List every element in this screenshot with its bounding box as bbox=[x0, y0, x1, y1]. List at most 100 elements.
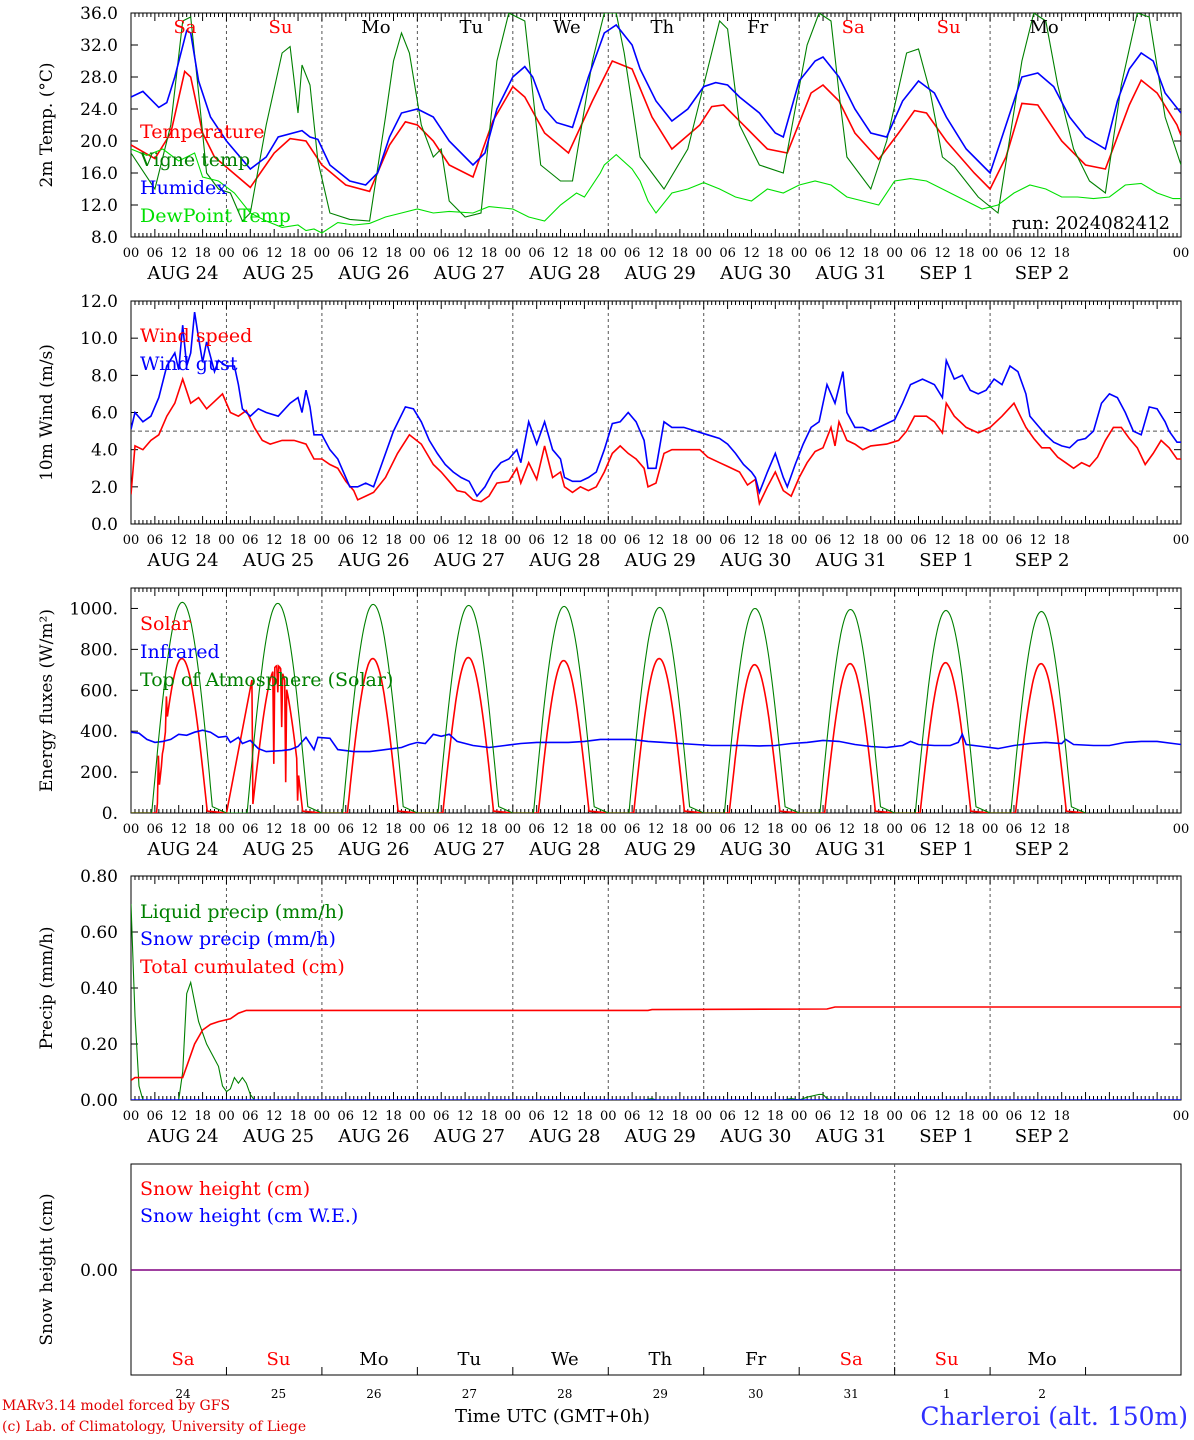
day-number-label: 27 bbox=[462, 1387, 477, 1401]
hour-tick-label: 18 bbox=[576, 1109, 593, 1124]
date-label: AUG 28 bbox=[528, 1126, 600, 1147]
weekday-label: Mo bbox=[1029, 17, 1058, 38]
y-tick-label: 0.80 bbox=[80, 867, 118, 887]
date-label: AUG 25 bbox=[242, 263, 314, 284]
panel-2-frame bbox=[130, 300, 1182, 525]
y-tick-label: 0.40 bbox=[80, 979, 118, 999]
weekday-label: Fr bbox=[747, 17, 768, 38]
hour-tick-label: 12 bbox=[1030, 822, 1047, 837]
y-tick-label: 400. bbox=[80, 722, 118, 742]
day-number-label: 29 bbox=[653, 1387, 668, 1401]
weekday-label: Tu bbox=[458, 1349, 482, 1370]
hour-tick-label: 06 bbox=[147, 533, 164, 548]
y-axis-label: Precip (mm/h) bbox=[37, 926, 57, 1049]
y-tick-label: 0.0 bbox=[91, 515, 118, 535]
hour-tick-label: 00 bbox=[791, 533, 808, 548]
weekday-label: Su bbox=[935, 1349, 959, 1370]
hour-tick-label: 12 bbox=[266, 246, 283, 261]
date-label: AUG 27 bbox=[433, 1126, 505, 1147]
legend-entry: Humidex bbox=[140, 177, 227, 199]
hour-tick-label: 18 bbox=[194, 533, 211, 548]
series-solar bbox=[131, 656, 1086, 813]
hour-tick-label: 18 bbox=[576, 822, 593, 837]
date-label: AUG 29 bbox=[624, 263, 696, 284]
y-tick-label: 28.0 bbox=[80, 68, 118, 88]
hour-tick-label: 18 bbox=[385, 822, 402, 837]
date-label: AUG 30 bbox=[719, 550, 791, 571]
hour-tick-label: 00 bbox=[123, 822, 140, 837]
day-number-label: 1 bbox=[943, 1387, 951, 1401]
hour-tick-label: 12 bbox=[170, 822, 187, 837]
hour-tick-label: 18 bbox=[958, 1109, 975, 1124]
hour-tick-label: 06 bbox=[624, 246, 641, 261]
y-tick-label: 12.0 bbox=[80, 196, 118, 216]
date-label: AUG 26 bbox=[337, 839, 409, 860]
hour-tick-label: 12 bbox=[743, 1109, 760, 1124]
hour-tick-label: 18 bbox=[1053, 533, 1070, 548]
hour-tick-label: 06 bbox=[433, 1109, 450, 1124]
hour-tick-label: 18 bbox=[481, 246, 498, 261]
hour-tick-label: 06 bbox=[815, 1109, 832, 1124]
hour-tick-label: 18 bbox=[194, 246, 211, 261]
y-axis-label: 10m Wind (m/s) bbox=[37, 344, 57, 481]
weekday-label: Sa bbox=[842, 17, 865, 38]
hour-tick-label: 12 bbox=[934, 246, 951, 261]
hour-tick-label: 00 bbox=[123, 246, 140, 261]
hour-tick-label: 12 bbox=[1030, 1109, 1047, 1124]
hour-tick-label: 18 bbox=[1053, 1109, 1070, 1124]
hour-tick-label: 06 bbox=[910, 533, 927, 548]
y-tick-label: 16.0 bbox=[80, 164, 118, 184]
station-name: Charleroi (alt. 150m) bbox=[920, 1402, 1188, 1431]
hour-tick-label: 00 bbox=[1173, 246, 1190, 261]
hour-tick-label: 06 bbox=[242, 246, 259, 261]
legend-entry: Solar bbox=[140, 613, 192, 635]
legend-entry: Snow precip (mm/h) bbox=[140, 928, 336, 950]
date-label: SEP 2 bbox=[1015, 550, 1070, 571]
series-temperature bbox=[131, 59, 1181, 193]
hour-tick-label: 12 bbox=[170, 533, 187, 548]
legend-entry: Snow height (cm) bbox=[140, 1178, 310, 1200]
y-axis-label: 2m Temp. (°C) bbox=[37, 62, 57, 187]
hour-tick-label: 12 bbox=[552, 822, 569, 837]
series-wind-gust bbox=[131, 311, 1181, 498]
hour-tick-label: 00 bbox=[505, 246, 522, 261]
hour-tick-label: 00 bbox=[982, 533, 999, 548]
date-label: SEP 1 bbox=[919, 550, 974, 571]
hour-tick-label: 00 bbox=[123, 533, 140, 548]
date-label: AUG 28 bbox=[528, 839, 600, 860]
hour-tick-label: 18 bbox=[1053, 822, 1070, 837]
hour-tick-label: 00 bbox=[982, 246, 999, 261]
weekday-label: Su bbox=[937, 17, 961, 38]
hour-tick-label: 00 bbox=[409, 1109, 426, 1124]
hour-tick-label: 18 bbox=[672, 246, 689, 261]
hour-tick-label: 06 bbox=[624, 533, 641, 548]
hour-tick-label: 18 bbox=[958, 533, 975, 548]
y-tick-label: 12.0 bbox=[80, 292, 118, 312]
legend-entry: Temperature bbox=[140, 121, 264, 143]
weekday-label: Fr bbox=[745, 1349, 766, 1370]
hour-tick-label: 12 bbox=[839, 533, 856, 548]
date-label: AUG 31 bbox=[815, 839, 887, 860]
hour-tick-label: 00 bbox=[791, 822, 808, 837]
hour-tick-label: 18 bbox=[767, 246, 784, 261]
hour-tick-label: 00 bbox=[314, 822, 331, 837]
hour-tick-label: 12 bbox=[361, 246, 378, 261]
hour-tick-label: 00 bbox=[505, 1109, 522, 1124]
hour-tick-label: 00 bbox=[1173, 822, 1190, 837]
hour-tick-label: 18 bbox=[958, 822, 975, 837]
date-label: AUG 29 bbox=[624, 839, 696, 860]
hour-tick-label: 00 bbox=[982, 822, 999, 837]
series-dewpoint-temp bbox=[131, 148, 1181, 234]
hour-tick-label: 06 bbox=[815, 533, 832, 548]
hour-tick-label: 18 bbox=[862, 246, 879, 261]
hour-tick-label: 12 bbox=[648, 533, 665, 548]
y-tick-label: 800. bbox=[80, 640, 118, 660]
hour-tick-label: 00 bbox=[600, 533, 617, 548]
panel-1-frame bbox=[130, 12, 1182, 238]
hour-tick-label: 06 bbox=[147, 822, 164, 837]
hour-tick-label: 06 bbox=[433, 822, 450, 837]
y-tick-label: 0.00 bbox=[80, 1261, 118, 1281]
hour-tick-label: 00 bbox=[409, 246, 426, 261]
hour-tick-label: 06 bbox=[1006, 533, 1023, 548]
day-number-label: 31 bbox=[844, 1387, 859, 1401]
